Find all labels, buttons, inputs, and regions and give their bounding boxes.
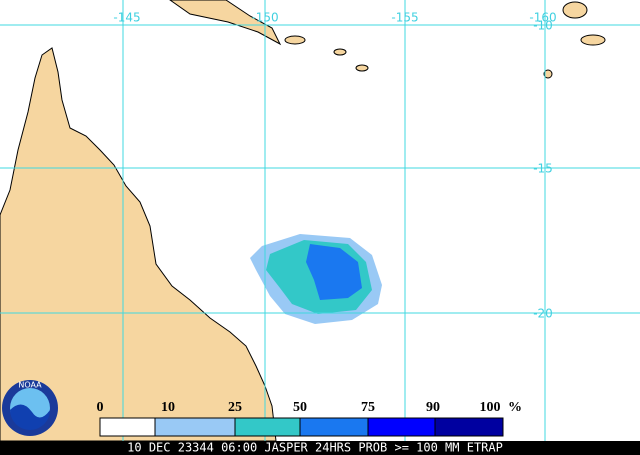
lon-label: -155 xyxy=(391,11,418,25)
island xyxy=(355,64,369,72)
grid xyxy=(0,0,640,441)
caption-bar xyxy=(0,441,640,455)
legend-label: 100 xyxy=(480,400,501,415)
logo-wave xyxy=(10,404,50,430)
lon-label: -160 xyxy=(529,11,556,25)
png xyxy=(169,0,282,46)
legend-swatch xyxy=(234,417,301,437)
legend-label: 90 xyxy=(426,400,440,415)
rain-75 xyxy=(306,244,362,300)
legend-swatch xyxy=(434,417,504,437)
legend: 0 10 25 50 75 90 100% xyxy=(97,400,522,437)
lat-label: -15 xyxy=(533,162,553,176)
legend-label: 50 xyxy=(293,400,307,415)
noaa-logo: NOAA xyxy=(2,380,58,436)
island xyxy=(284,35,306,45)
island xyxy=(543,69,553,79)
island xyxy=(580,34,606,46)
lat-label: -20 xyxy=(533,307,553,321)
legend-swatch xyxy=(299,417,369,437)
legend-swatch xyxy=(154,417,236,437)
legend-label: 0 xyxy=(97,400,104,415)
legend-label: 25 xyxy=(228,400,242,415)
legend-label: 10 xyxy=(161,400,175,415)
caption: 10 DEC 23344 06:00 JASPER 24HRS PROB >= … xyxy=(127,441,503,455)
island xyxy=(333,48,347,56)
island xyxy=(562,1,588,19)
australia xyxy=(0,47,277,442)
legend-label: 75 xyxy=(361,400,375,415)
lat-label: -10 xyxy=(533,19,553,33)
logo-text: NOAA xyxy=(18,381,42,390)
lon-label: -150 xyxy=(251,11,278,25)
legend-swatch xyxy=(99,417,156,437)
legend-unit: % xyxy=(508,400,522,415)
lon-label: -145 xyxy=(113,11,140,25)
legend-swatch xyxy=(367,417,436,437)
